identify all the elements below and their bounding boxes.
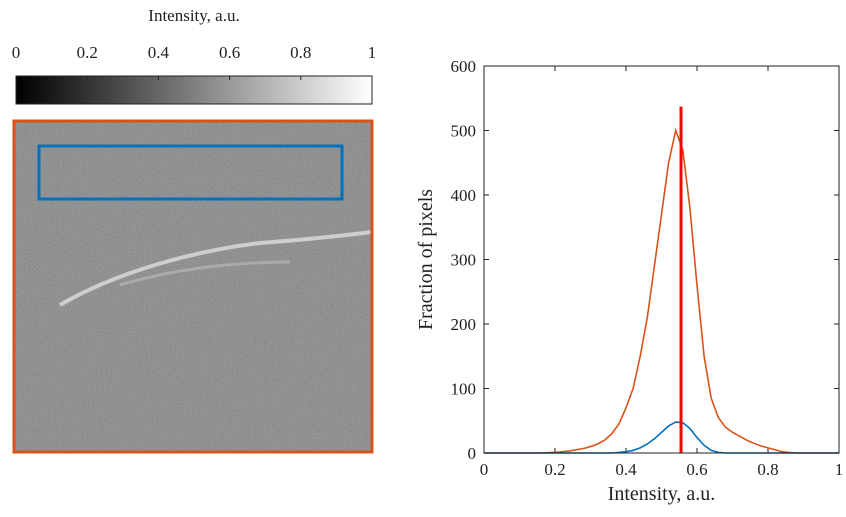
x-tick-label: 1 [835, 460, 844, 479]
y-tick-label: 500 [451, 122, 477, 141]
series-line [484, 127, 839, 454]
x-tick-label: 0.2 [544, 460, 565, 479]
y-tick-label: 300 [451, 251, 477, 270]
y-tick-label: 400 [451, 186, 477, 205]
x-axis-label: Intensity, a.u. [608, 483, 716, 505]
oct-image [12, 119, 374, 454]
colorbar [15, 75, 373, 105]
colorbar-tick-label: 0.4 [148, 43, 170, 62]
colorbar-tick-label: 1 [368, 43, 377, 62]
colorbar-tick-label: 0.8 [290, 43, 311, 62]
colorbar-tick-label: 0 [12, 43, 21, 62]
x-tick-label: 0.8 [757, 460, 778, 479]
colorbar-title: Intensity, a.u. [148, 6, 239, 25]
x-tick-label: 0.4 [615, 460, 637, 479]
y-tick-label: 100 [451, 380, 477, 399]
x-tick-label: 0.6 [686, 460, 707, 479]
y-axis-label: Fraction of pixels [415, 189, 437, 330]
colorbar-tick-label: 0.2 [77, 43, 98, 62]
colorbar-tick-label: 0.6 [219, 43, 240, 62]
y-tick-label: 0 [468, 444, 477, 463]
series-line [484, 421, 839, 454]
y-tick-label: 600 [451, 57, 477, 76]
plot-frame [483, 65, 840, 454]
y-tick-label: 200 [451, 315, 477, 334]
x-tick-label: 0 [480, 460, 489, 479]
